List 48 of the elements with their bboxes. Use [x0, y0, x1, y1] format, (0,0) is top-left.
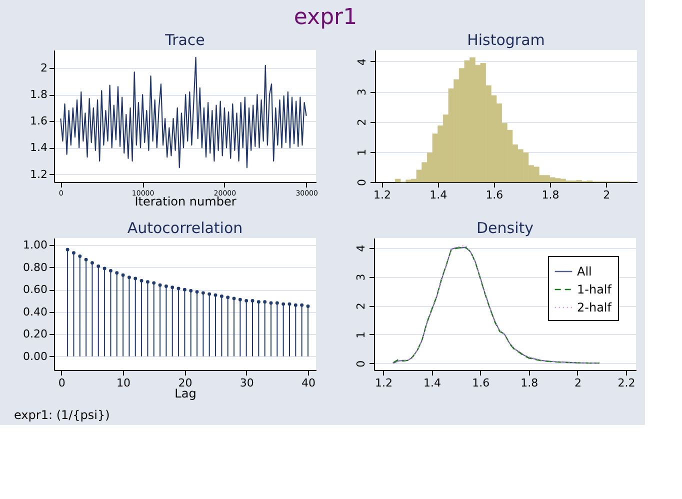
legend-label: 2-half — [577, 300, 612, 314]
chart-title: Histogram — [467, 31, 545, 49]
y-tick-label: 1.2 — [30, 168, 48, 181]
x-tick-label: 1.6 — [472, 376, 490, 390]
chart-title: Trace — [164, 31, 205, 49]
y-tick-label: 0.80 — [23, 260, 48, 274]
y-tick-label: 1.8 — [30, 88, 48, 102]
y-tick-label: 0 — [354, 360, 368, 368]
x-tick-label: 30 — [240, 376, 254, 390]
y-tick-label: 2 — [354, 302, 368, 310]
y-tick-label: 0.20 — [23, 328, 48, 341]
y-tick-label: 1 — [356, 148, 368, 156]
x-tick-label: 1.6 — [486, 188, 504, 202]
y-tick-label: 4 — [354, 244, 368, 252]
y-tick-label: 2 — [356, 118, 368, 126]
y-tick-label: 0.40 — [23, 305, 48, 318]
x-tick-label: 1.8 — [520, 376, 538, 390]
legend-label: All — [577, 264, 592, 278]
x-tick-label: 1.4 — [430, 188, 448, 202]
y-tick-label: 1.4 — [30, 141, 48, 154]
x-tick-label: 10 — [116, 376, 131, 390]
chart-title: Autocorrelation — [127, 219, 243, 237]
x-axis-title: Lag — [174, 386, 196, 400]
x-tick-label: 1.2 — [373, 188, 391, 202]
y-tick-label: 2 — [40, 62, 48, 75]
y-tick-label: 0.60 — [23, 283, 48, 296]
chart-title: Density — [476, 219, 534, 237]
y-tick-label: 3 — [354, 274, 368, 281]
y-tick-label: 1.6 — [30, 114, 48, 128]
text: expr1 — [294, 5, 358, 30]
x-tick-label: 1.2 — [374, 376, 392, 390]
x-tick-label: 40 — [301, 376, 316, 390]
x-tick-label: 2 — [603, 188, 610, 202]
x-tick-label: 2 — [574, 376, 582, 390]
y-tick-label: 1 — [354, 331, 368, 338]
y-tick-label: 0 — [356, 179, 368, 186]
legend-label: 1-half — [577, 282, 612, 296]
x-axis-title: Iteration number — [134, 194, 236, 208]
x-tick-label: 1.8 — [542, 188, 560, 202]
x-tick-label: 2.2 — [618, 376, 636, 390]
x-tick-label: 20 — [178, 376, 192, 390]
y-tick-label: 1.00 — [23, 238, 48, 252]
x-tick-label: 1.4 — [424, 376, 442, 390]
y-tick-label: 0.00 — [23, 350, 48, 363]
y-tick-label: 3 — [356, 88, 368, 96]
text: expr1: (1/{psi}) — [14, 408, 110, 422]
y-tick-label: 4 — [356, 58, 368, 66]
x-tick-label: 0 — [58, 376, 66, 390]
